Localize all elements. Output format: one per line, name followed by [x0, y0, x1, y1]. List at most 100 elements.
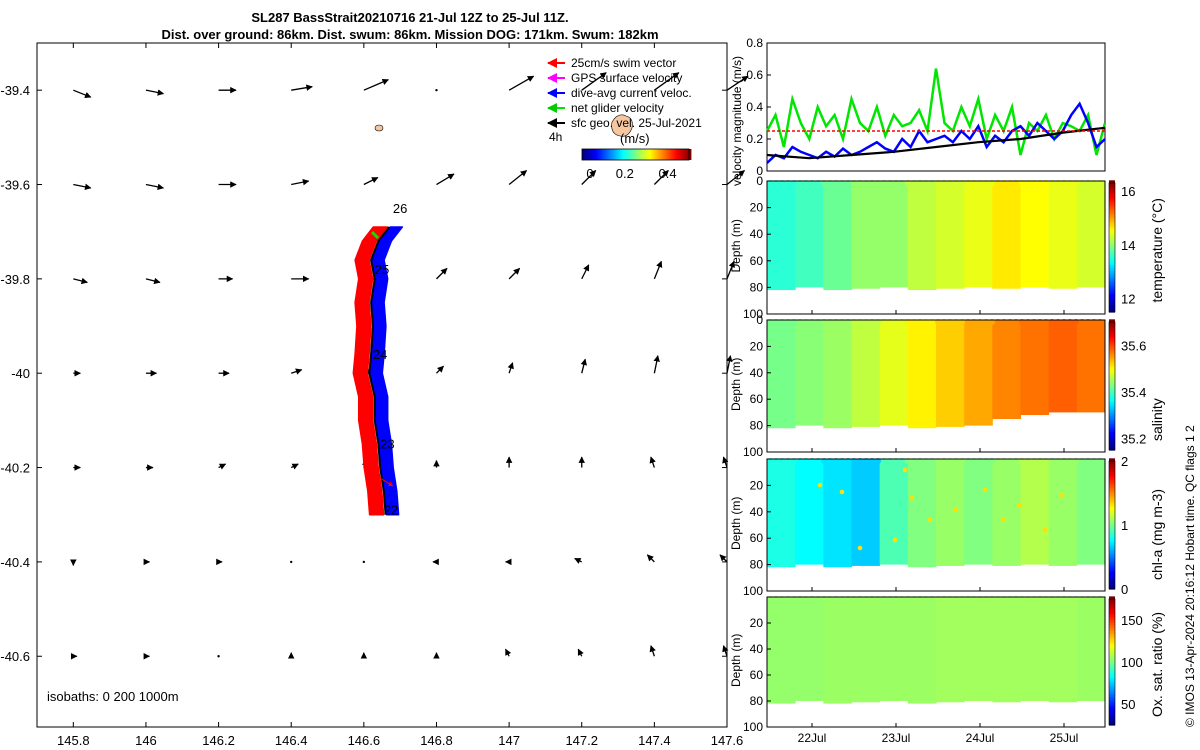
section-colorbar-cell — [1109, 272, 1115, 276]
section-colorbar-cell — [1109, 614, 1115, 618]
section-colorbar-cell — [1109, 280, 1115, 284]
section-data-column — [1048, 320, 1078, 413]
sfc-velocity-arrow — [581, 170, 597, 185]
section-colorbar-cell — [1109, 240, 1115, 245]
map-colorbar-cell — [634, 149, 638, 160]
section-colorbar-tick: 0 — [1121, 582, 1128, 597]
section-colorbar-cell — [1109, 632, 1115, 636]
section-y-axis-label: Depth (m) — [729, 634, 743, 687]
sfc-velocity-arrow — [574, 557, 583, 564]
section-colorbar-cell — [1109, 321, 1115, 326]
section-data-column — [795, 181, 824, 288]
section-colorbar-cell — [1109, 463, 1115, 467]
section-colorbar-cell — [1109, 523, 1115, 527]
section-colorbar-cell — [1109, 722, 1115, 726]
section-data-column — [767, 320, 796, 429]
section-colorbar-cell — [1109, 275, 1115, 279]
section-data-column — [823, 459, 852, 568]
map-colorbar-cell — [592, 149, 596, 160]
section-colorbar-cell — [1109, 259, 1115, 263]
section-data-column — [795, 597, 824, 701]
map-y-tick-label: -40.4 — [0, 555, 30, 570]
section-data-column — [936, 320, 965, 427]
section-colorbar-label: salinity — [1149, 398, 1165, 441]
section-colorbar-cell — [1109, 688, 1115, 693]
map-colorbar-cell — [629, 149, 632, 160]
section-colorbar-cell — [1109, 285, 1115, 289]
sfc-velocity-arrow — [290, 463, 299, 470]
sfc-velocity-arrow — [436, 173, 455, 186]
section-y-axis-label: Depth (m) — [729, 219, 743, 272]
map-x-tick-label: 146.4 — [275, 733, 308, 748]
map-x-tick-label: 146 — [135, 733, 157, 748]
section-colorbar-cell — [1109, 387, 1115, 391]
section-colorbar-cell — [1109, 541, 1115, 546]
section-colorbar-cell — [1109, 586, 1115, 590]
section-colorbar-cell — [1109, 683, 1115, 688]
section-colorbar-label: Ox. sat. ratio (%) — [1149, 612, 1165, 717]
section-colorbar-cell — [1109, 436, 1115, 441]
map-colorbar-cell — [676, 149, 679, 160]
sfc-velocity-dot — [435, 88, 438, 92]
map-x-tick-label: 147 — [498, 733, 520, 748]
section-colorbar-cell — [1109, 534, 1115, 538]
sfc-velocity-arrow — [436, 267, 448, 280]
map-axes-box — [36, 42, 728, 728]
section-colorbar-cell — [1109, 531, 1115, 535]
section-y-tick-label: 100 — [743, 584, 763, 598]
sfc-velocity-arrow — [507, 362, 514, 374]
section-data-column — [767, 597, 796, 704]
section-colorbar-cell — [1109, 355, 1115, 360]
map-colorbar-cell — [650, 149, 654, 160]
map-x-tick-label: 146.6 — [348, 733, 381, 748]
section-colorbar-cell — [1109, 230, 1115, 234]
section-y-tick-label: 20 — [750, 478, 764, 492]
section-colorbar-cell — [1109, 554, 1115, 559]
velocity-y-tick-label: 0.4 — [746, 100, 763, 114]
velocity-y-tick-label: 0.2 — [746, 132, 763, 146]
island-shape — [374, 124, 384, 132]
section-colorbar-cell — [1109, 637, 1115, 641]
section-data-column — [992, 459, 1021, 566]
section-data-column — [907, 320, 937, 429]
section-colorbar-cell — [1109, 616, 1115, 621]
section-data-column — [851, 459, 881, 566]
section-colorbar-cell — [1109, 505, 1115, 509]
chl-a-sample — [902, 467, 908, 473]
section-colorbar-cell — [1109, 552, 1115, 556]
section-colorbar-cell — [1109, 410, 1115, 415]
section-colorbar-cell — [1109, 415, 1115, 420]
map-colorbar-label: (m/s) — [620, 131, 650, 146]
chl-a-sample — [817, 482, 823, 488]
section-data-column — [964, 320, 993, 426]
map-colorbar-cell — [687, 149, 690, 160]
section-colorbar-cell — [1109, 395, 1115, 399]
section-colorbar-cell — [1109, 371, 1115, 375]
sfc-velocity-arrow — [508, 267, 521, 280]
sfc-velocity-arrow — [649, 456, 656, 468]
chl-a-sample — [927, 517, 933, 523]
section-data-column — [1076, 320, 1106, 413]
section-data-column — [767, 181, 796, 291]
map-colorbar-cell — [658, 149, 661, 160]
section-colorbar-cell — [1109, 536, 1115, 540]
section-axes-box — [766, 596, 1106, 728]
section-colorbar-cell — [1109, 304, 1115, 308]
section-colorbar-cell — [1109, 655, 1115, 659]
section-data-column — [1076, 459, 1106, 565]
section-colorbar-cell — [1109, 513, 1115, 517]
sfc-velocity-arrow — [649, 645, 656, 657]
section-colorbar-cell — [1109, 494, 1115, 499]
section-colorbar-cell — [1109, 366, 1115, 370]
section-colorbar-cell — [1109, 345, 1115, 349]
section-colorbar-cell — [1109, 340, 1115, 344]
section-colorbar-cell — [1109, 544, 1115, 548]
section-y-tick-label: 20 — [750, 616, 764, 630]
section-data-column — [879, 459, 909, 565]
section-colorbar-cell — [1109, 444, 1115, 448]
section-colorbar-cell — [1109, 619, 1115, 623]
section-colorbar-cell — [1109, 348, 1115, 352]
sfc-velocity-dot — [290, 560, 293, 564]
section-colorbar-cell — [1109, 565, 1115, 569]
section-colorbar-cell — [1109, 442, 1115, 446]
